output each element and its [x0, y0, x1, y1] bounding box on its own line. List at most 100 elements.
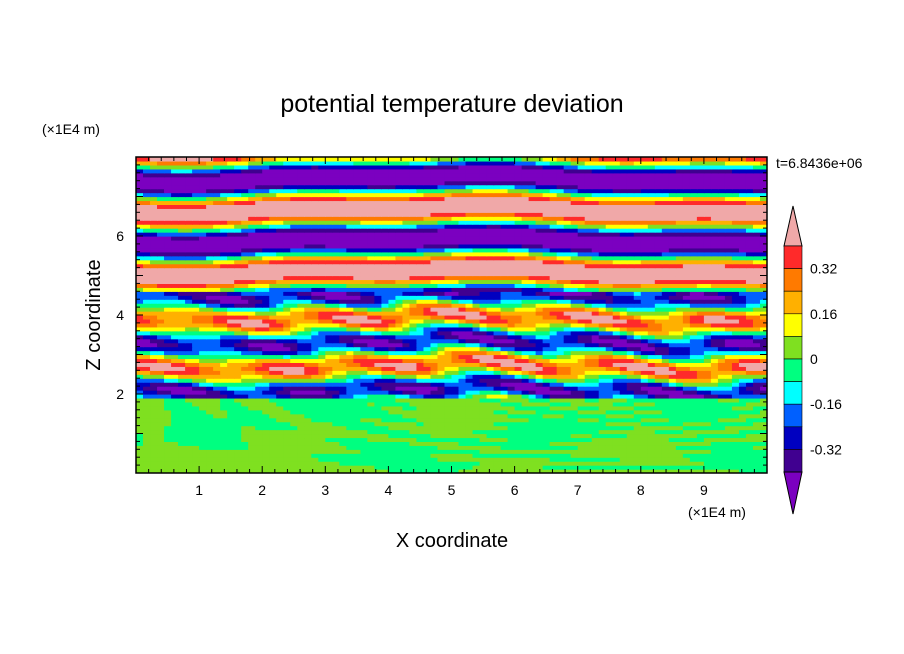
heatmap-cell [262, 287, 270, 292]
heatmap-cell [143, 362, 151, 367]
heatmap-cell [430, 453, 439, 458]
heatmap-cell [416, 251, 425, 257]
heatmap-cell [570, 354, 579, 360]
heatmap-cell [318, 445, 326, 450]
heatmap-cell [668, 283, 677, 288]
heatmap-cell [507, 401, 516, 407]
heatmap-cell [262, 429, 270, 435]
heatmap-cell [668, 397, 677, 403]
heatmap-cell [752, 437, 761, 442]
heatmap-cell [199, 449, 207, 454]
heatmap-cell [360, 263, 368, 269]
heatmap-cell [528, 397, 537, 403]
heatmap-cell [409, 465, 418, 470]
heatmap-cell [178, 338, 186, 344]
heatmap-cell [577, 287, 586, 292]
heatmap-cell [353, 322, 361, 328]
heatmap-cell [276, 275, 284, 281]
heatmap-cell [542, 322, 551, 328]
heatmap-cell [199, 346, 207, 352]
heatmap-cell [409, 421, 418, 427]
heatmap-cell [458, 263, 467, 269]
heatmap-cell [759, 271, 767, 277]
heatmap-cell [759, 267, 767, 273]
heatmap-cell [752, 425, 761, 431]
heatmap-cell [185, 469, 193, 473]
heatmap-cell [626, 449, 635, 454]
heatmap-cell [451, 386, 460, 391]
heatmap-cell [577, 413, 586, 419]
heatmap-cell [549, 315, 558, 320]
heatmap-cell [612, 465, 621, 470]
heatmap-cell [213, 429, 221, 435]
heatmap-cell [458, 267, 467, 273]
heatmap-cell [444, 346, 453, 352]
heatmap-cell [416, 291, 425, 296]
heatmap-cell [255, 283, 263, 288]
heatmap-cell [486, 338, 495, 344]
heatmap-cell [654, 413, 663, 419]
heatmap-cell [234, 342, 242, 348]
heatmap-cell [451, 322, 460, 328]
heatmap-cell [367, 267, 375, 273]
heatmap-cell [213, 295, 221, 300]
heatmap-cell [612, 267, 621, 273]
heatmap-cell [549, 362, 558, 367]
heatmap-cell [500, 413, 509, 419]
heatmap-cell [640, 358, 649, 363]
heatmap-cell [437, 374, 446, 379]
heatmap-cell [654, 287, 663, 292]
heatmap-cell [269, 366, 277, 371]
heatmap-cell [696, 449, 705, 454]
heatmap-cell [514, 295, 523, 300]
heatmap-cell [416, 453, 425, 458]
heatmap-cell [388, 311, 397, 316]
heatmap-cell [346, 425, 354, 431]
heatmap-cell [472, 374, 481, 379]
heatmap-cell [640, 291, 649, 296]
heatmap-cell [591, 401, 600, 407]
heatmap-cell [269, 251, 277, 257]
heatmap-cell [388, 469, 397, 473]
heatmap-cell [451, 401, 460, 407]
heatmap-cell [171, 366, 179, 371]
heatmap-cell [745, 279, 754, 284]
heatmap-cell [696, 338, 705, 344]
heatmap-cell [269, 346, 277, 352]
heatmap-cell [507, 366, 516, 371]
heatmap-cell [143, 469, 151, 473]
heatmap-cell [717, 267, 726, 273]
heatmap-cell [507, 409, 516, 415]
heatmap-cell [612, 374, 621, 379]
heatmap-cell [423, 295, 432, 300]
heatmap-cell [577, 326, 586, 332]
heatmap-cell [269, 413, 277, 419]
heatmap-cell [507, 259, 516, 265]
heatmap-cell [724, 382, 733, 387]
heatmap-cell [437, 433, 446, 439]
heatmap-cell [731, 449, 740, 454]
heatmap-cell [577, 315, 586, 320]
heatmap-cell [304, 465, 312, 470]
heatmap-cell [262, 307, 270, 312]
heatmap-cell [297, 311, 305, 316]
heatmap-cell [157, 330, 165, 336]
heatmap-cell [640, 279, 649, 284]
heatmap-cell [696, 358, 705, 363]
heatmap-cell [500, 390, 509, 395]
heatmap-cell [290, 469, 298, 473]
heatmap-cell [605, 405, 614, 411]
heatmap-cell [710, 354, 719, 360]
heatmap-cell [283, 417, 291, 423]
heatmap-cell [521, 330, 530, 336]
heatmap-cell [227, 311, 235, 316]
heatmap-cell [388, 417, 397, 423]
heatmap-cell [542, 433, 551, 439]
heatmap-cell [353, 342, 361, 348]
heatmap-cell [444, 330, 453, 336]
heatmap-cell [563, 279, 572, 284]
heatmap-cell [647, 397, 656, 403]
heatmap-cell [563, 263, 572, 269]
heatmap-cell [514, 307, 523, 312]
heatmap-cell [591, 421, 600, 427]
